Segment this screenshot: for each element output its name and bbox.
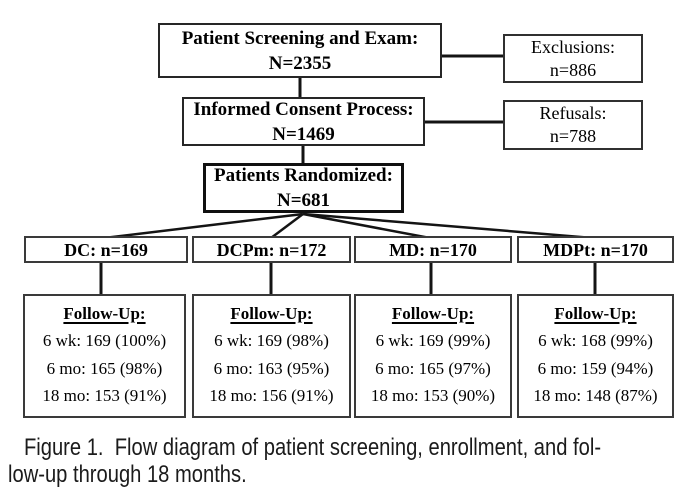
randomized-title: Patients Randomized: — [214, 165, 393, 186]
consent-title: Informed Consent Process: — [193, 98, 414, 120]
screening-title: Patient Screening and Exam: — [181, 27, 419, 49]
arm-box-md: MD: n=170 — [354, 236, 512, 263]
arm-label-dc: DC: n=169 — [64, 239, 148, 260]
exclusions-box: Exclusions: n=886 — [503, 34, 643, 83]
followup-box-dc: Follow-Up: 6 wk: 169 (100%) 6 mo: 165 (9… — [23, 294, 186, 418]
consent-box: Informed Consent Process: N=1469 — [182, 97, 425, 146]
randomized-box: Patients Randomized: N=681 — [203, 163, 404, 213]
fan-line-to-dcpm — [270, 213, 304, 239]
arm-label-md: MD: n=170 — [389, 239, 477, 260]
screening-count: N=2355 — [268, 52, 332, 74]
followup-row-6wk: 6 wk: 169 (98%) — [214, 331, 329, 351]
followup-row-6mo: 6 mo: 165 (98%) — [46, 358, 163, 378]
arm-label-dcpm: DCPm: n=172 — [216, 239, 327, 260]
followup-row-6mo: 6 mo: 165 (97%) — [375, 358, 491, 378]
followup-row-18mo: 18 mo: 153 (90%) — [370, 385, 496, 405]
followup-row-18mo: 18 mo: 148 (87%) — [533, 385, 658, 405]
exclusions-title: Exclusions: — [531, 36, 615, 57]
fan-line-to-mdpt — [302, 212, 594, 240]
arm-box-dc: DC: n=169 — [24, 236, 188, 263]
caption-line-2: low-up through 18 months. — [8, 461, 247, 488]
followup-row-6wk: 6 wk: 168 (99%) — [538, 331, 653, 351]
fan-line-to-md — [302, 212, 431, 240]
refusals-box: Refusals: n=788 — [503, 100, 643, 150]
arm-box-dcpm: DCPm: n=172 — [192, 236, 351, 263]
consent-count: N=1469 — [272, 123, 335, 145]
followup-heading-md: Follow-Up: — [391, 304, 475, 323]
followup-row-18mo: 18 mo: 156 (91%) — [209, 385, 334, 405]
refusals-title: Refusals: — [539, 103, 607, 123]
refusals-count: n=788 — [549, 126, 597, 146]
arm-box-mdpt: MDPt: n=170 — [517, 236, 674, 263]
followup-box-md: Follow-Up: 6 wk: 169 (99%) 6 mo: 165 (97… — [354, 294, 512, 418]
figure-caption: Figure 1. Flow diagram of patient screen… — [8, 434, 688, 488]
exclusions-count: n=886 — [549, 59, 597, 80]
fan-line-to-dc — [103, 212, 304, 240]
followup-row-18mo: 18 mo: 153 (91%) — [42, 385, 167, 405]
arm-label-mdpt: MDPt: n=170 — [543, 239, 648, 260]
followup-heading-dc: Follow-Up: — [63, 304, 146, 323]
followup-row-6wk: 6 wk: 169 (100%) — [42, 331, 167, 351]
followup-row-6wk: 6 wk: 169 (99%) — [375, 331, 491, 351]
followup-row-6mo: 6 mo: 163 (95%) — [213, 358, 330, 378]
followup-box-mdpt: Follow-Up: 6 wk: 168 (99%) 6 mo: 159 (94… — [517, 294, 674, 418]
followup-heading-dcpm: Follow-Up: — [230, 304, 313, 323]
caption-line-1: Figure 1. Flow diagram of patient screen… — [23, 434, 602, 461]
randomized-count: N=681 — [276, 190, 331, 211]
followup-box-dcpm: Follow-Up: 6 wk: 169 (98%) 6 mo: 163 (95… — [192, 294, 351, 418]
screening-box: Patient Screening and Exam: N=2355 — [158, 23, 442, 78]
followup-row-6mo: 6 mo: 159 (94%) — [537, 358, 654, 378]
followup-heading-mdpt: Follow-Up: — [554, 304, 637, 323]
